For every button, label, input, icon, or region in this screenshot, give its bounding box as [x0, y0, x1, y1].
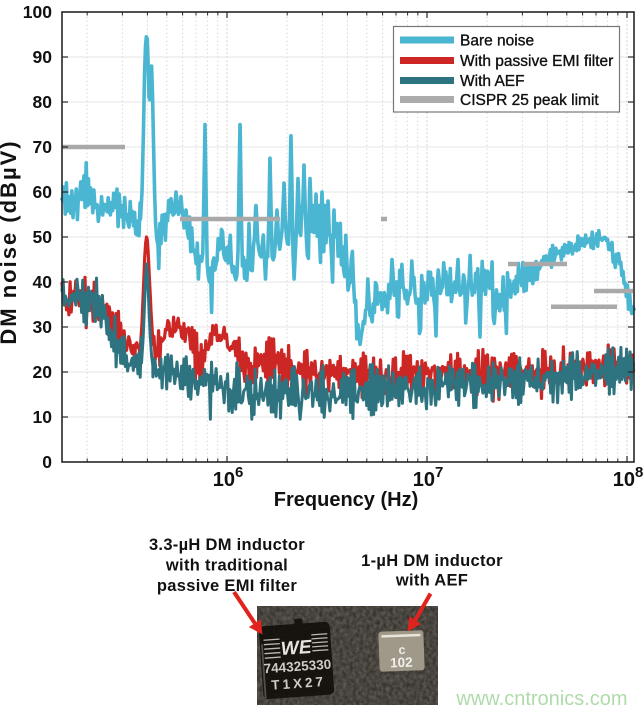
svg-text:DM noise (dBµV): DM noise (dBµV): [0, 139, 21, 344]
svg-text:80: 80: [33, 92, 53, 112]
svg-text:With passive EMI filter: With passive EMI filter: [460, 53, 613, 70]
svg-text:passive EMI filter: passive EMI filter: [157, 577, 297, 595]
svg-text:1-µH DM inductor: 1-µH DM inductor: [361, 552, 503, 570]
svg-text:3.3-µH DM inductor: 3.3-µH DM inductor: [149, 536, 305, 554]
svg-text:with traditional: with traditional: [165, 557, 288, 575]
svg-text:20: 20: [33, 362, 53, 382]
svg-text:90: 90: [33, 47, 53, 67]
svg-text:Frequency (Hz): Frequency (Hz): [274, 489, 418, 511]
svg-text:60: 60: [33, 182, 53, 202]
svg-text:0: 0: [42, 452, 52, 472]
svg-text:CISPR 25 peak limit: CISPR 25 peak limit: [460, 92, 599, 109]
svg-text:100: 100: [23, 2, 52, 22]
svg-text:30: 30: [33, 317, 53, 337]
svg-text:www.cntronics.com: www.cntronics.com: [455, 688, 627, 710]
svg-text:With AEF: With AEF: [460, 73, 525, 90]
svg-text:Bare noise: Bare noise: [460, 33, 534, 50]
svg-text:70: 70: [33, 137, 53, 157]
svg-text:50: 50: [33, 227, 53, 247]
svg-text:10: 10: [33, 407, 53, 427]
svg-text:40: 40: [33, 272, 53, 292]
svg-text:with AEF: with AEF: [395, 572, 468, 590]
